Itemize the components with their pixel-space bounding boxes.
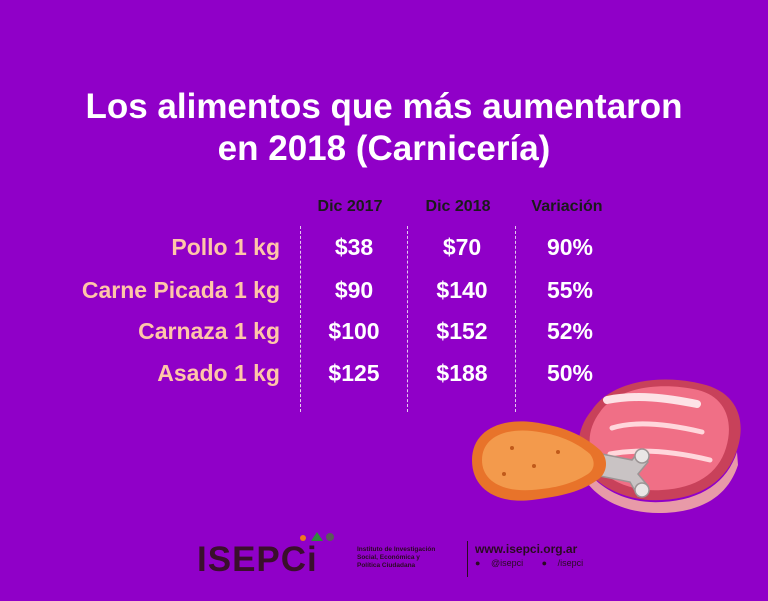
social-links: ● @isepci ● /isepci (475, 558, 599, 568)
cell-dic2018: $140 (436, 277, 488, 303)
header-dic-2018: Dic 2018 (425, 198, 491, 215)
logo-dots-icon (300, 532, 334, 541)
steak-icon (578, 379, 741, 514)
cell-variacion: 55% (546, 277, 594, 303)
facebook-link[interactable]: ● /isepci (541, 558, 584, 568)
column-divider (300, 226, 301, 412)
twitter-icon: ● (475, 558, 481, 568)
row-label-pollo: Pollo 1 kg (171, 234, 280, 260)
cell-dic2017: $90 (334, 277, 374, 303)
cell-dic2017: $125 (328, 360, 380, 386)
cell-dic2018: $70 (442, 234, 482, 260)
row-label-carne-picada: Carne Picada 1 kg (81, 277, 280, 303)
facebook-icon: ● (541, 558, 548, 568)
cell-dic2017: $38 (334, 234, 374, 260)
footer-divider (467, 541, 468, 577)
title-line-1: Los alimentos que más aumentaron (85, 87, 683, 126)
cell-variacion: 90% (546, 234, 594, 260)
cell-dic2017: $100 (328, 318, 380, 344)
org-name: Instituto de Investigación Social, Econó… (357, 546, 436, 569)
twitter-link[interactable]: ● @isepci (475, 558, 524, 568)
row-label-asado: Asado 1 kg (157, 360, 280, 386)
cell-variacion: 52% (546, 318, 594, 344)
chicken-leg-icon (472, 421, 650, 501)
column-divider (515, 226, 516, 412)
header-variacion: Variación (531, 198, 603, 215)
header-dic-2017: Dic 2017 (317, 198, 383, 215)
food-illustration (472, 379, 741, 514)
cell-dic2018: $152 (436, 318, 488, 344)
title-line-2: en 2018 (Carnicería) (217, 129, 551, 168)
isepci-logo: ISEPCi (197, 540, 318, 579)
page-title: Los alimentos que más aumentaron en 2018… (0, 86, 768, 170)
website-link[interactable]: www.isepci.org.ar (475, 542, 578, 556)
column-divider (407, 226, 408, 412)
cell-dic2018: $188 (436, 360, 488, 386)
cell-variacion: 50% (546, 360, 594, 386)
row-label-carnaza: Carnaza 1 kg (138, 318, 280, 344)
